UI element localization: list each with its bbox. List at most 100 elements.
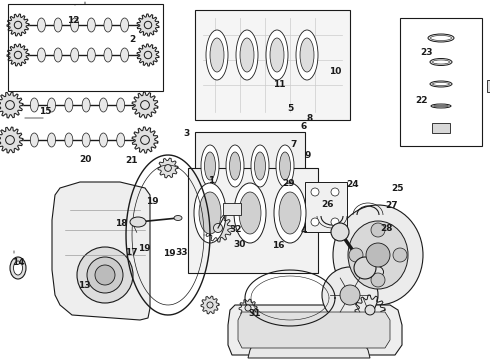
Circle shape [371,223,385,237]
Text: 12: 12 [67,17,80,26]
Polygon shape [132,127,158,153]
Circle shape [95,265,115,285]
Bar [188,168,318,273]
Ellipse shape [204,152,216,180]
Text: 33: 33 [175,248,188,257]
Text: 32: 32 [229,225,242,234]
Text: 29: 29 [282,179,294,188]
Circle shape [214,224,222,233]
Circle shape [245,305,251,311]
Circle shape [14,21,22,29]
Ellipse shape [279,192,301,234]
Ellipse shape [296,30,318,80]
Bar [487,80,490,92]
Ellipse shape [199,192,221,234]
Ellipse shape [37,18,46,32]
Ellipse shape [194,183,226,243]
Ellipse shape [333,205,423,305]
Text: 26: 26 [321,200,334,209]
Ellipse shape [87,48,96,62]
Ellipse shape [130,217,146,227]
Text: 11: 11 [273,80,286,89]
Text: 1: 1 [208,176,214,185]
Ellipse shape [433,60,449,64]
Ellipse shape [121,18,128,32]
Ellipse shape [104,48,112,62]
Ellipse shape [270,38,284,72]
Ellipse shape [210,38,224,72]
Circle shape [331,188,339,196]
Circle shape [311,218,319,226]
Polygon shape [228,305,402,355]
Circle shape [331,218,339,226]
Polygon shape [7,44,29,66]
Ellipse shape [37,48,46,62]
Ellipse shape [71,48,79,62]
Bar [305,182,347,232]
Bar [8,4,163,91]
Circle shape [141,100,149,109]
Ellipse shape [239,192,261,234]
Circle shape [340,285,360,305]
Circle shape [366,243,390,267]
Ellipse shape [117,98,124,112]
Ellipse shape [174,216,182,220]
Ellipse shape [65,98,73,112]
Ellipse shape [368,266,384,278]
Ellipse shape [48,98,55,112]
Ellipse shape [229,152,241,180]
Polygon shape [355,295,385,325]
Circle shape [5,100,14,109]
Ellipse shape [121,48,128,62]
Circle shape [207,302,213,308]
Circle shape [311,188,319,196]
Ellipse shape [99,98,107,112]
Text: 10: 10 [329,68,342,77]
Ellipse shape [71,18,79,32]
Text: 31: 31 [248,310,261,319]
Ellipse shape [99,133,107,147]
Circle shape [14,51,22,59]
Text: 16: 16 [272,241,285,250]
Text: 22: 22 [415,96,428,105]
Ellipse shape [14,261,23,275]
Polygon shape [137,44,159,66]
Text: 23: 23 [420,48,433,57]
Ellipse shape [10,257,26,279]
Bar [195,10,350,120]
Text: 6: 6 [301,122,307,131]
Ellipse shape [206,30,228,80]
Ellipse shape [30,98,38,112]
Ellipse shape [82,133,90,147]
Ellipse shape [251,145,269,187]
Ellipse shape [274,183,306,243]
Text: 13: 13 [78,281,91,289]
Polygon shape [158,158,178,178]
Ellipse shape [117,133,124,147]
Circle shape [331,223,349,241]
Text: 14: 14 [12,258,25,267]
Circle shape [354,257,376,279]
Bar [432,123,450,133]
Ellipse shape [430,81,452,87]
Ellipse shape [433,82,449,86]
Ellipse shape [428,34,454,42]
Polygon shape [201,296,219,314]
Text: 17: 17 [125,248,138,257]
Bar [195,132,305,200]
Polygon shape [204,214,232,242]
Text: 19: 19 [146,197,158,206]
Ellipse shape [65,133,73,147]
Text: 15: 15 [39,107,52,116]
Ellipse shape [279,152,291,180]
Polygon shape [238,312,390,348]
Circle shape [77,247,133,303]
Ellipse shape [300,38,314,72]
Circle shape [165,165,172,171]
Text: 28: 28 [380,224,392,233]
Text: 30: 30 [233,240,245,248]
Text: 27: 27 [386,202,398,211]
Text: 18: 18 [115,220,128,229]
Circle shape [365,305,375,315]
Text: 19: 19 [138,244,151,253]
